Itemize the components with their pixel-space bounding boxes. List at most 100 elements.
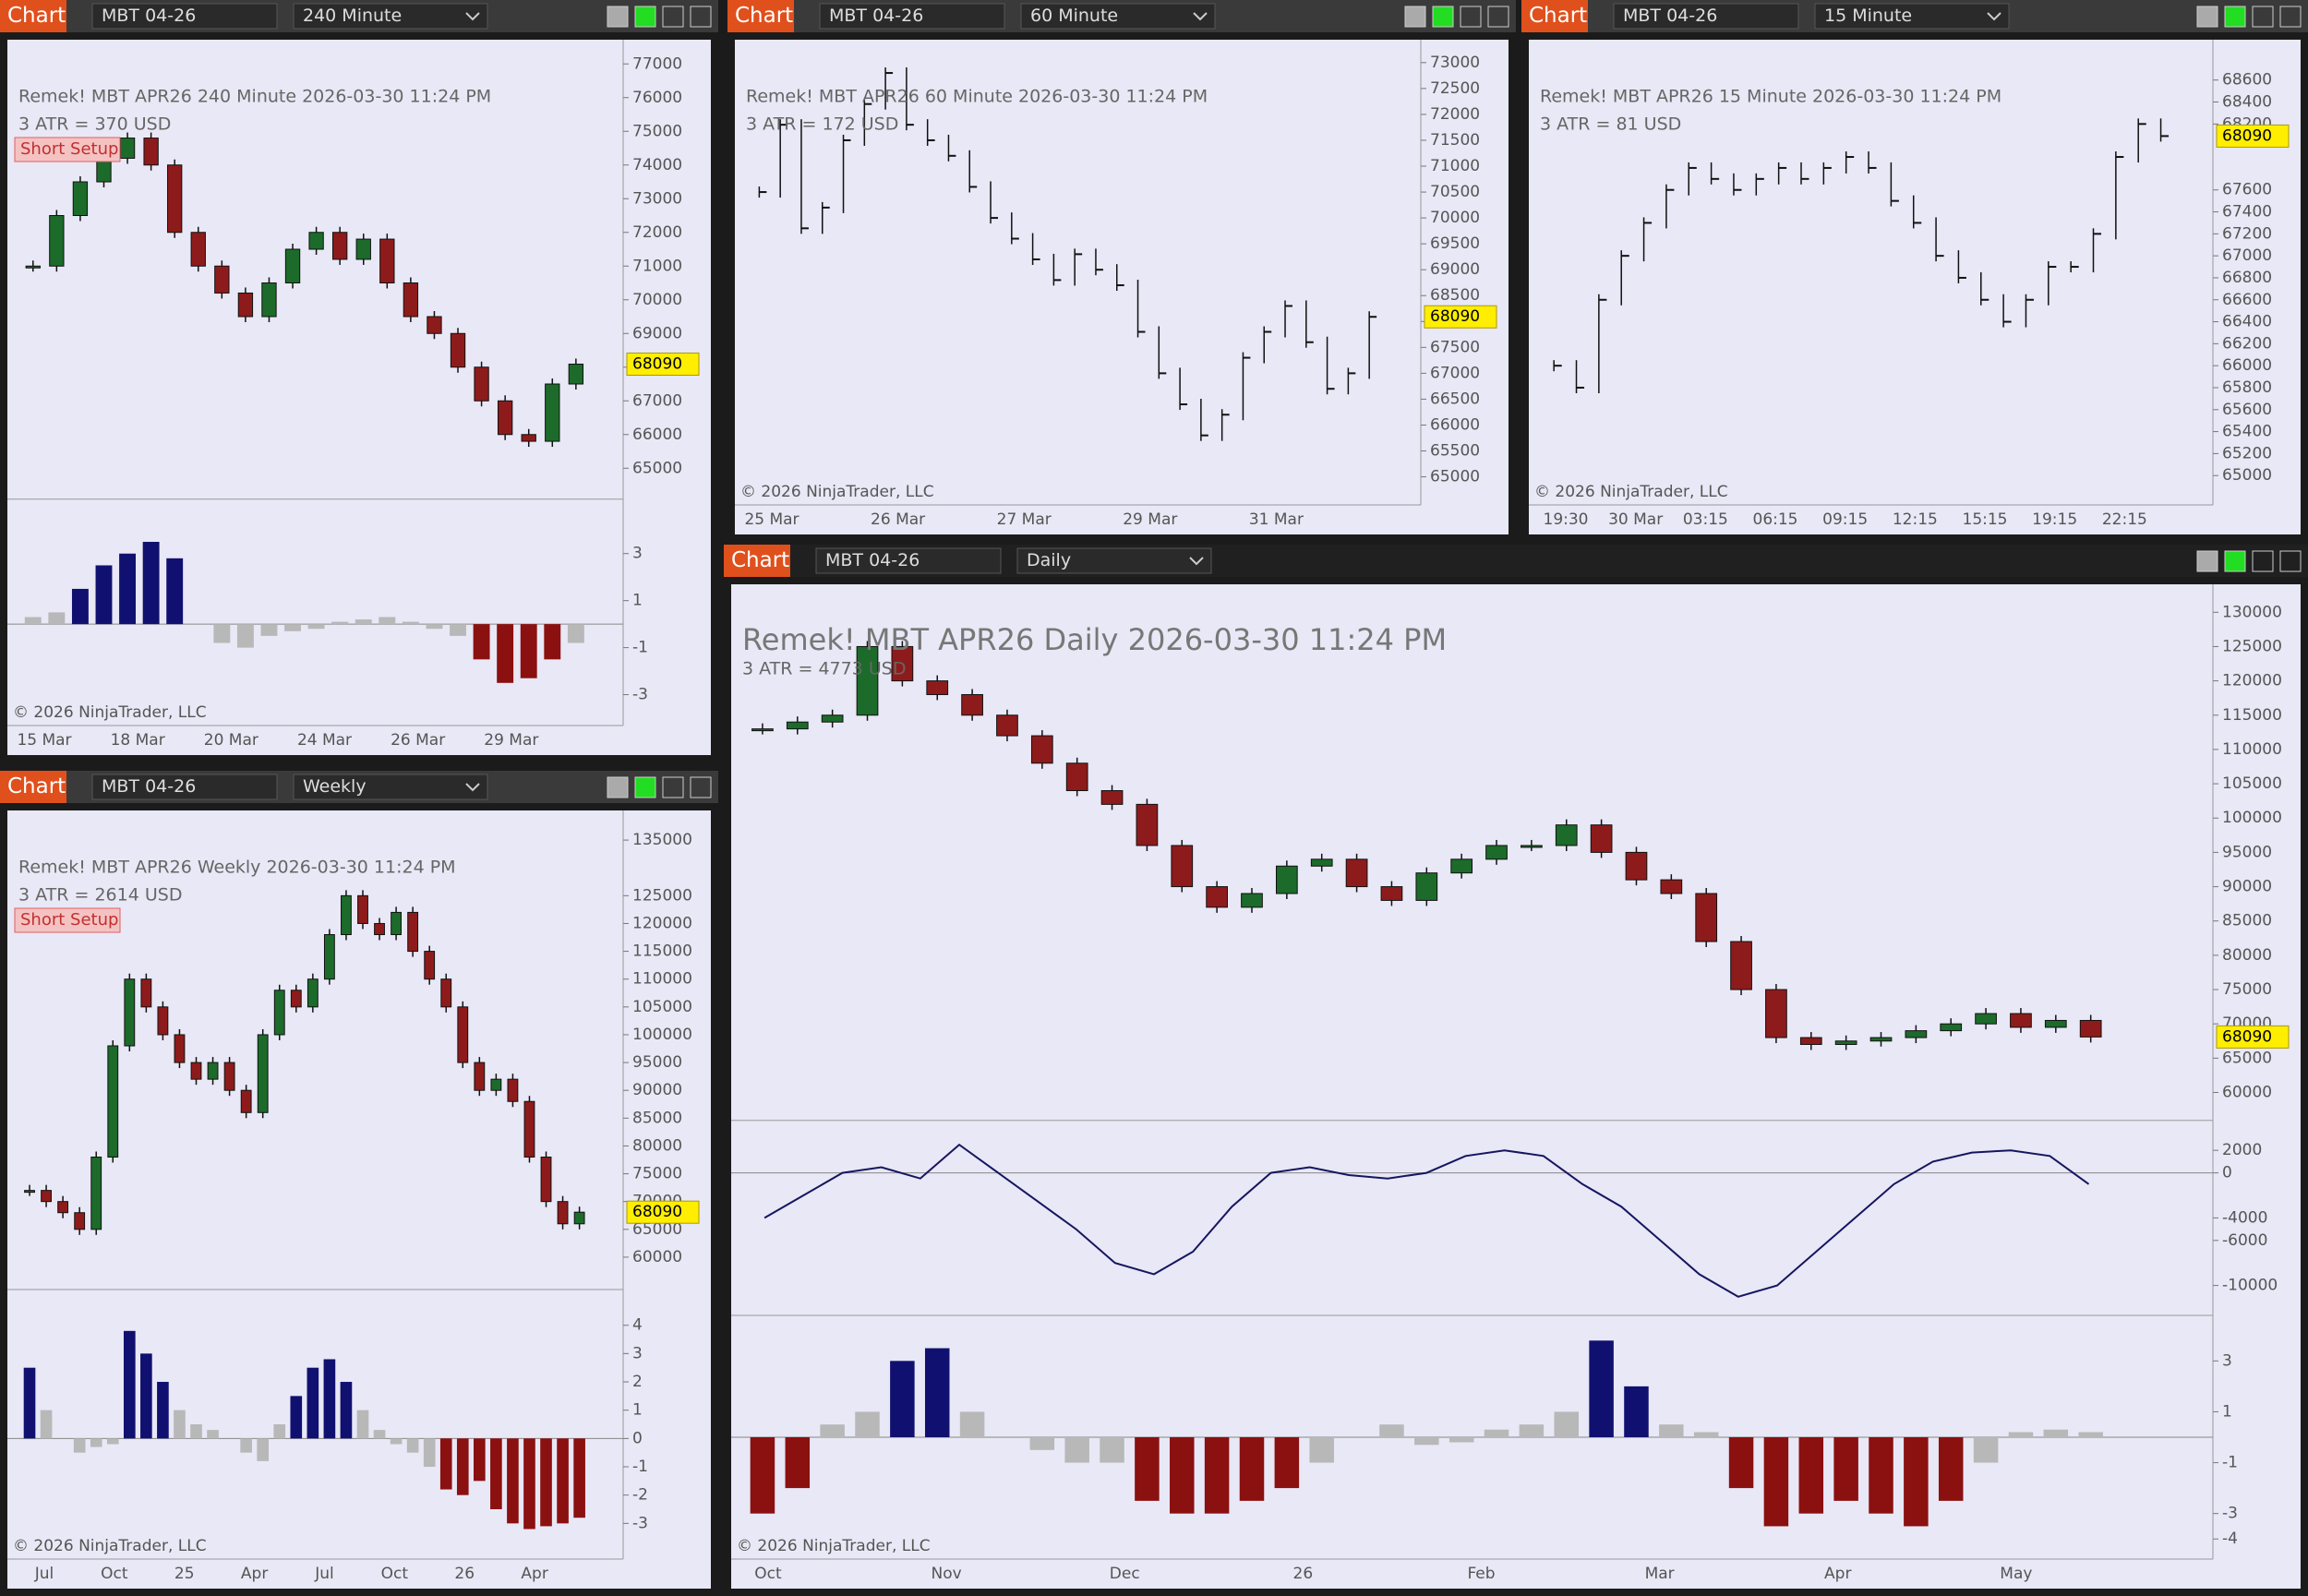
histogram-bar: [406, 1438, 419, 1453]
candle: [290, 990, 302, 1008]
interval-selector[interactable]: [293, 3, 488, 30]
window-button[interactable]: [607, 6, 629, 28]
candle: [143, 138, 159, 166]
instrument-selector[interactable]: [91, 774, 278, 800]
x-tick-label: 29 Mar: [484, 731, 538, 750]
candle: [107, 1045, 119, 1158]
interval-selector[interactable]: [1016, 547, 1212, 574]
last-price-label: 68090: [632, 354, 682, 373]
x-tick-label: Oct: [754, 1565, 782, 1583]
y-tick-label: 2: [632, 1373, 643, 1391]
dropdown-arrow: [465, 783, 480, 792]
y-tick-label: 70500: [1430, 183, 1480, 201]
badge-label: Short Setup: [20, 910, 118, 930]
window-button[interactable]: [2224, 550, 2246, 572]
copyright: © 2026 NinjaTrader, LLC: [740, 483, 934, 501]
x-tick-label: 26 Mar: [391, 731, 445, 750]
histogram-bar: [1414, 1437, 1439, 1446]
candle: [237, 292, 254, 318]
candle: [457, 1006, 469, 1063]
x-tick-label: Apr: [1824, 1565, 1851, 1583]
instrument-selector[interactable]: [1613, 3, 1799, 30]
chart-window: Chart MBT 04-26 240 Minute 65000 66000 67000 6…: [0, 0, 718, 755]
last-price-box: [626, 352, 700, 376]
candle: [786, 721, 809, 730]
candle: [440, 978, 452, 1008]
window-button[interactable]: [2196, 6, 2218, 28]
y-tick-label: 67000: [1430, 364, 1480, 382]
y-tick-label: 120000: [632, 914, 692, 932]
histogram-bar: [90, 1438, 102, 1447]
histogram-bar: [213, 624, 231, 643]
x-tick-label: 15 Mar: [17, 731, 71, 750]
histogram-bar: [48, 612, 66, 625]
candle: [996, 714, 1018, 737]
histogram-bar: [959, 1411, 985, 1437]
window-button[interactable]: [2252, 550, 2274, 572]
histogram-bar: [123, 1330, 136, 1439]
histogram-bar: [236, 624, 254, 648]
histogram-bar: [119, 553, 137, 625]
candle: [223, 1062, 235, 1091]
candle: [391, 911, 402, 936]
instrument-label: MBT 04-26: [829, 6, 923, 26]
window-button[interactable]: [634, 776, 656, 798]
y-tick-label: 65800: [2222, 378, 2272, 397]
interval-label: 15 Minute: [1824, 6, 1912, 26]
window-button[interactable]: [690, 6, 712, 28]
window-button[interactable]: [690, 776, 712, 798]
window-button[interactable]: [2196, 550, 2218, 572]
histogram-bar: [1449, 1437, 1474, 1443]
window-button[interactable]: [1460, 6, 1482, 28]
histogram-bar: [540, 1438, 552, 1527]
interval-selector[interactable]: [1814, 3, 2010, 30]
interval-selector[interactable]: [1020, 3, 1216, 30]
y-tick-label: 95000: [2222, 843, 2272, 861]
y-tick-label: 77000: [632, 54, 682, 73]
badge-box: [14, 137, 121, 162]
candle: [1660, 879, 1683, 894]
instrument-selector[interactable]: [815, 547, 1002, 574]
window-button[interactable]: [2279, 6, 2302, 28]
histogram-bar: [307, 624, 325, 630]
window-button[interactable]: [2279, 550, 2302, 572]
last-price-label: 68090: [2222, 1027, 2272, 1046]
histogram-bar: [1833, 1437, 1858, 1501]
x-tick-label: 26: [1293, 1565, 1314, 1583]
window-button[interactable]: [2224, 6, 2246, 28]
y-tick-label: 110000: [2222, 740, 2282, 759]
instrument-selector[interactable]: [91, 3, 278, 30]
dropdown-arrow: [465, 12, 480, 21]
chart-header: Remek! MBT APR26 60 Minute 2026-03-30 11…: [746, 87, 1208, 107]
x-tick-label: 19:15: [2032, 510, 2077, 529]
last-price-label: 68090: [632, 1203, 682, 1221]
y-tick-label: 67400: [2222, 203, 2272, 222]
candle: [474, 366, 489, 402]
atr-label: 3 ATR = 172 USD: [746, 114, 898, 135]
histogram-bar: [1309, 1437, 1334, 1463]
y-tick-label: 66000: [2222, 356, 2272, 375]
y-tick-label: 80000: [2222, 946, 2272, 965]
chart-window: Chart MBT 04-26 15 Minute 65000 65200 65400 65…: [1521, 0, 2308, 534]
window-button[interactable]: [1432, 6, 1454, 28]
chart-tab-label: Chart: [1529, 4, 1587, 28]
histogram-bar: [474, 1438, 486, 1482]
window-button[interactable]: [607, 776, 629, 798]
y-tick-label: 80000: [632, 1136, 682, 1155]
histogram-bar: [1763, 1437, 1789, 1527]
interval-selector[interactable]: [293, 774, 488, 800]
window-button[interactable]: [2252, 6, 2274, 28]
window-button[interactable]: [1487, 6, 1509, 28]
window-button[interactable]: [634, 6, 656, 28]
window-button[interactable]: [1404, 6, 1426, 28]
candle: [261, 282, 277, 318]
candle: [1765, 989, 1787, 1038]
dropdown-arrow: [1193, 12, 1208, 21]
y-tick-label: 68500: [1430, 286, 1480, 305]
window-button[interactable]: [662, 6, 684, 28]
chart-tab: [1521, 0, 1588, 32]
x-tick-label: 27 Mar: [997, 510, 1052, 529]
window-button[interactable]: [662, 776, 684, 798]
instrument-selector[interactable]: [819, 3, 1005, 30]
histogram-bar: [1519, 1424, 1545, 1437]
